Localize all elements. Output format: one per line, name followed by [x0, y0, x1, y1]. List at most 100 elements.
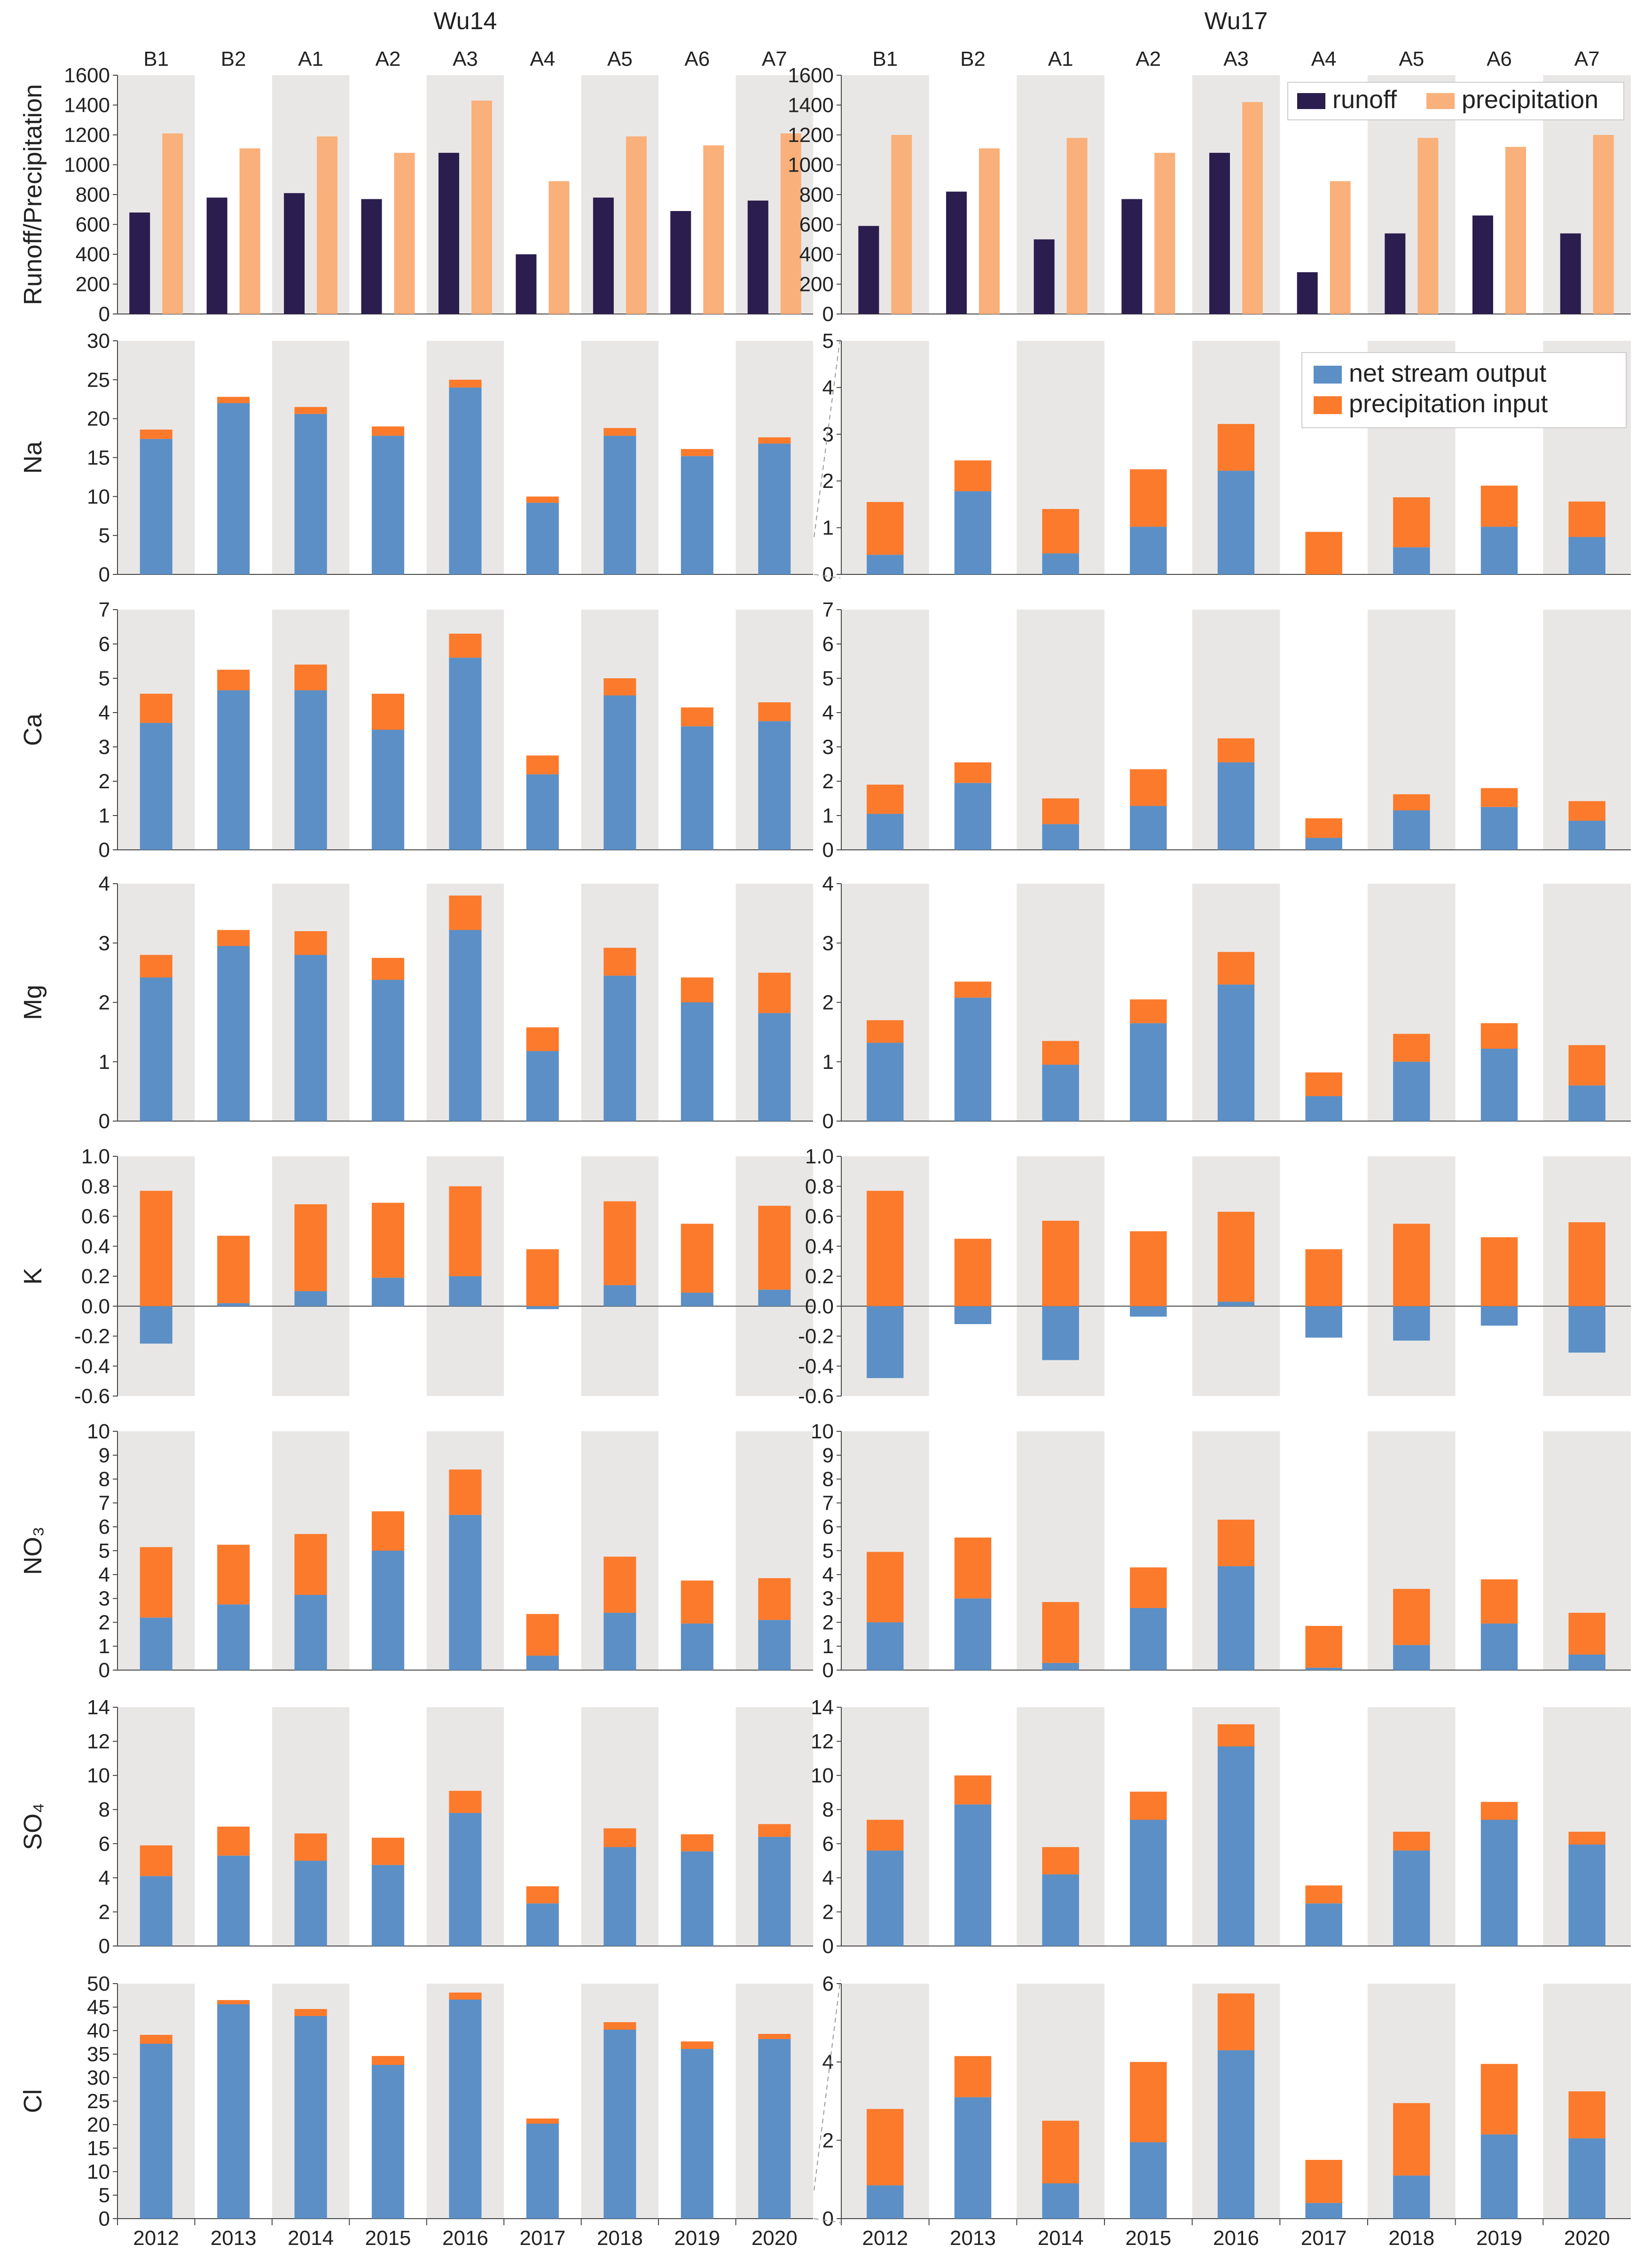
y-tick-label: 4 [99, 1867, 110, 1890]
year-label: 2014 [288, 2227, 334, 2250]
bar-precipitation-input [1217, 738, 1255, 762]
bar-precipitation-input [1130, 2062, 1167, 2142]
bar-precipitation [1154, 153, 1175, 314]
bar-net-stream-output [758, 1289, 791, 1306]
bar-net-stream-output [449, 1813, 482, 1946]
year-label: 2018 [1388, 2227, 1434, 2250]
y-tick-label: 400 [76, 243, 110, 266]
bar-net-stream-output [1305, 2203, 1342, 2219]
y-tick-label: 3 [822, 423, 834, 446]
bar-precipitation-input [1042, 509, 1079, 554]
y-tick-label: 6 [99, 633, 110, 656]
bar-net-stream-output [681, 1002, 713, 1121]
year-label: 2012 [133, 2227, 179, 2250]
bar-net-stream-output [526, 1903, 559, 1946]
bar-precipitation-input [1393, 1034, 1430, 1062]
bar-precipitation-input [603, 1556, 636, 1613]
bar-net-stream-output [526, 774, 559, 850]
y-tick-label: 0 [822, 839, 834, 862]
site-label: B1 [143, 47, 169, 71]
bar-precipitation-input [1217, 1519, 1255, 1567]
bar-net-stream-output [1130, 1023, 1167, 1121]
bar-precipitation-input [294, 931, 327, 955]
bar-net-stream-output [1217, 1302, 1255, 1306]
panel-cl-wu17: 0 2 4 6 2012 2013 2014 2015 2016 2017 2018 2019 2020 [822, 1972, 1631, 2250]
bar-net-stream-output [294, 1291, 327, 1306]
bar-precipitation [703, 145, 724, 314]
bar-net-stream-output [867, 814, 904, 850]
year-label: 2013 [950, 2227, 996, 2250]
bar-net-stream-output [372, 2065, 405, 2219]
bar-precipitation-input [449, 634, 482, 658]
bar-precipitation-input [1393, 1589, 1430, 1645]
y-tick-label: 0 [822, 1659, 834, 1682]
y-tick-label: -0.2 [74, 1325, 110, 1348]
bar-net-stream-output [217, 2004, 250, 2219]
bar-runoff [1472, 215, 1493, 314]
y-tick-label: 0 [99, 563, 110, 586]
bar-precipitation-input [526, 1249, 559, 1306]
bar-precipitation-input [217, 1545, 250, 1605]
year-label: 2017 [519, 2227, 565, 2250]
bar-net-stream-output [1480, 1048, 1518, 1121]
bar-runoff [1209, 153, 1230, 314]
bar-net-stream-output [681, 726, 713, 850]
bar-net-stream-output [603, 436, 636, 574]
bar-net-stream-output [372, 980, 405, 1121]
bar-runoff [858, 226, 879, 314]
y-tick-label: 12 [87, 1730, 110, 1753]
bar-net-stream-output [867, 2185, 904, 2219]
bar-precipitation-input [294, 1204, 327, 1291]
y-tick-label: 1600 [788, 64, 834, 87]
y-tick-label: 40 [87, 2019, 110, 2042]
bar-net-stream-output [954, 1306, 992, 1324]
bar-precipitation-input [449, 1790, 482, 1813]
bar-precipitation-input [603, 678, 636, 696]
bar-net-stream-output [526, 1051, 559, 1121]
y-tick-label: 0.6 [81, 1205, 110, 1228]
bar-precipitation-input [1480, 1802, 1518, 1820]
site-label: B2 [960, 47, 986, 71]
bar-net-stream-output [603, 2030, 636, 2219]
bar-precipitation-input [1305, 1885, 1342, 1904]
bar-precipitation-input [867, 1820, 904, 1851]
bar-runoff [1297, 272, 1318, 314]
bar-net-stream-output [603, 1613, 636, 1670]
band [1192, 75, 1280, 314]
y-tick-label: 2 [822, 991, 834, 1014]
bar-net-stream-output [1042, 824, 1079, 850]
panel-na-wu17: 0 1 2 3 4 5 [822, 330, 1631, 586]
y-tick-label: 0.4 [81, 1235, 110, 1258]
bar-runoff [361, 199, 382, 314]
bar-net-stream-output [140, 2044, 172, 2219]
bar-precipitation-input [526, 496, 559, 503]
bar-net-stream-output [1217, 984, 1255, 1121]
bar-precipitation-input [954, 1775, 992, 1805]
bar-net-stream-output [449, 1515, 482, 1670]
bar-net-stream-output [1568, 1844, 1605, 1946]
bar-runoff [1560, 233, 1581, 314]
y-tick-label: 7 [822, 1491, 834, 1515]
bar-precipitation [1593, 135, 1614, 314]
ylabel-na: Na [19, 441, 47, 474]
year-label: 2015 [365, 2227, 411, 2250]
zoom-connector [814, 2218, 841, 2223]
bar-precipitation-input [217, 2000, 250, 2004]
y-tick-label: 6 [822, 1515, 834, 1538]
y-tick-label: 15 [87, 2137, 110, 2160]
y-tick-label: 800 [76, 183, 110, 206]
bar-net-stream-output [372, 1278, 405, 1306]
bar-precipitation [780, 133, 801, 314]
bar-precipitation-input [372, 957, 405, 980]
y-tick-label: 2 [822, 470, 834, 493]
y-tick-label: 8 [822, 1468, 834, 1491]
bar-runoff [1121, 199, 1143, 314]
y-tick-label: 10 [87, 2160, 110, 2183]
bar-net-stream-output [867, 1622, 904, 1670]
bar-net-stream-output [1480, 1820, 1518, 1946]
bar-precipitation-input [526, 1027, 559, 1052]
site-label: A6 [1487, 47, 1512, 71]
band [117, 75, 195, 314]
